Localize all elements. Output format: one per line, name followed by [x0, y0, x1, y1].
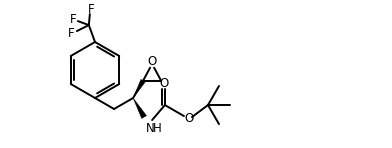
Text: H: H [153, 122, 162, 135]
Text: F: F [69, 13, 76, 26]
Text: F: F [67, 27, 74, 40]
Text: O: O [184, 112, 194, 125]
Polygon shape [133, 98, 147, 118]
Polygon shape [133, 79, 145, 98]
Text: F: F [87, 3, 94, 16]
Text: N: N [146, 122, 155, 135]
Text: O: O [159, 77, 169, 90]
Text: O: O [147, 55, 157, 68]
